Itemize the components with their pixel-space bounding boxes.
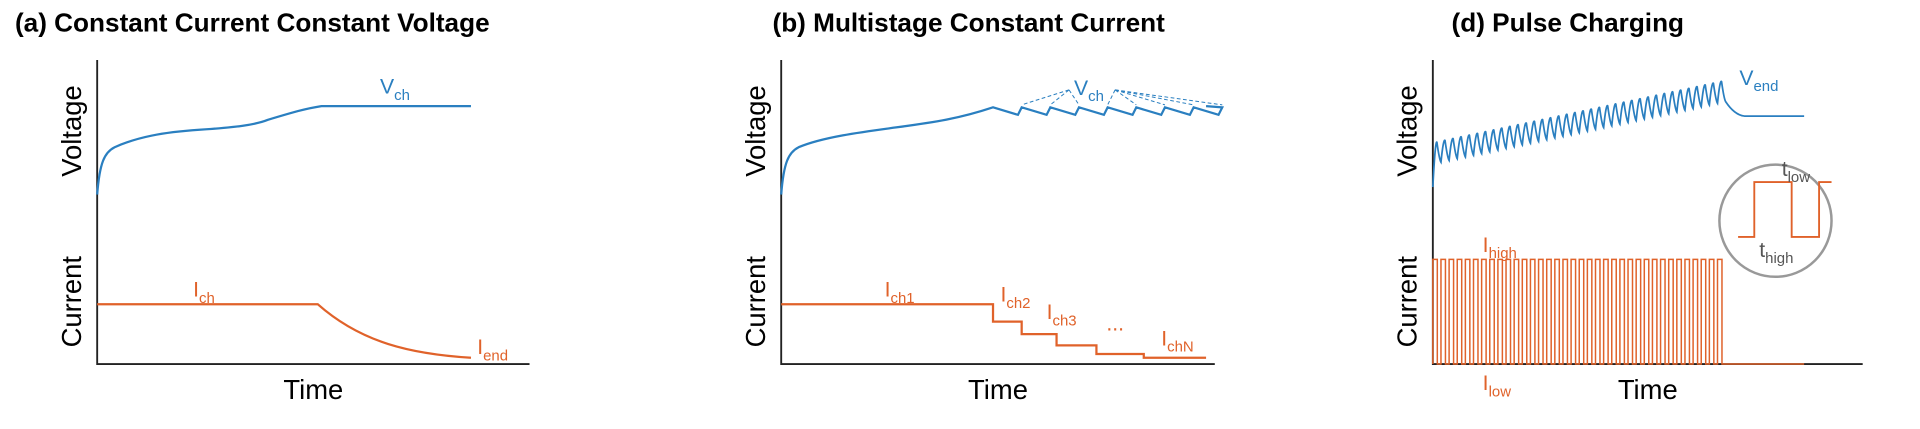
annotation-sub: low: [1489, 383, 1512, 400]
annotation-sub: high: [1765, 250, 1793, 267]
annotation: Ich: [193, 279, 215, 307]
annotation: Ich1: [885, 279, 915, 307]
annotation-main: V: [380, 76, 395, 99]
annotation-sub: ch2: [1006, 295, 1030, 312]
inset: [1718, 163, 1833, 279]
current-pulses: [1432, 258, 1805, 365]
dashed-pointer: [1115, 89, 1194, 106]
annotation: IchN: [1161, 327, 1193, 355]
annotation-main: t: [1759, 239, 1765, 262]
annotation: Ich2: [1000, 284, 1030, 312]
annotation: tlow: [1782, 158, 1811, 186]
annotation-sub: end: [1753, 78, 1778, 95]
annotation: Ich3: [1047, 301, 1077, 329]
annotation-main: V: [1074, 77, 1089, 100]
panel-title: (b) Multistage Constant Current: [772, 7, 1165, 37]
x-label: Time: [1618, 374, 1678, 405]
axes: [96, 60, 530, 365]
annotation-sub: ch: [394, 87, 410, 104]
annotation-sub: ch1: [891, 290, 915, 307]
dashed-pointer: [1068, 89, 1080, 106]
annotation-main: I: [1483, 372, 1489, 395]
annotation: Ilow: [1483, 372, 1512, 400]
annotation: Vch: [1074, 77, 1104, 105]
annotation: ...: [1106, 312, 1124, 335]
annotation-main: I: [1161, 327, 1167, 350]
annotation-main: ...: [1106, 312, 1124, 335]
dashed-pointer: [1114, 89, 1137, 106]
axes: [780, 60, 1215, 365]
annotation-sub: ch: [1088, 88, 1104, 105]
annotation: Ihigh: [1483, 234, 1517, 262]
y-label: Current: [1392, 256, 1423, 348]
x-label: Time: [283, 374, 343, 405]
voltage-curve: [1431, 80, 1805, 188]
annotation: Vch: [380, 76, 410, 104]
current-curve: [781, 303, 1207, 359]
panel-title: (a) Constant Current Constant Voltage: [15, 7, 490, 37]
y-label: Voltage: [740, 85, 771, 176]
annotation: Iend: [477, 336, 508, 364]
dashed-pointer: [1021, 89, 1070, 106]
annotation-main: I: [477, 336, 483, 359]
annotation-sub: ch: [199, 290, 215, 307]
annotation-main: V: [1739, 67, 1754, 90]
current-curve: [97, 303, 472, 359]
annotation-sub: low: [1788, 169, 1811, 186]
y-label: Voltage: [1392, 85, 1423, 176]
annotation-main: I: [1000, 284, 1006, 307]
y-label: Voltage: [56, 85, 87, 176]
voltage-curve: [780, 104, 1225, 195]
annotation-sub: ch3: [1052, 312, 1076, 329]
annotation-sub: chN: [1167, 339, 1194, 356]
annotation-main: I: [1483, 234, 1489, 257]
annotation-main: I: [885, 279, 891, 302]
annotation-main: I: [193, 279, 199, 302]
dashed-pointer: [1115, 89, 1223, 106]
annotation-main: I: [1047, 301, 1053, 324]
annotation-sub: end: [483, 347, 508, 364]
dashed-pointer: [1114, 89, 1166, 106]
annotation: thigh: [1759, 239, 1793, 267]
annotation-main: t: [1782, 158, 1788, 181]
dashed-pointer: [1107, 89, 1116, 106]
y-label: Current: [740, 256, 771, 348]
dashed-pointer: [1050, 89, 1070, 106]
x-label: Time: [968, 374, 1028, 405]
voltage-curve: [96, 104, 471, 195]
annotation-sub: high: [1489, 245, 1517, 262]
inset-pulse: [1738, 181, 1832, 238]
y-label: Current: [56, 256, 87, 348]
panel-title: (d) Pulse Charging: [1452, 7, 1685, 37]
annotation: Vend: [1739, 67, 1778, 95]
